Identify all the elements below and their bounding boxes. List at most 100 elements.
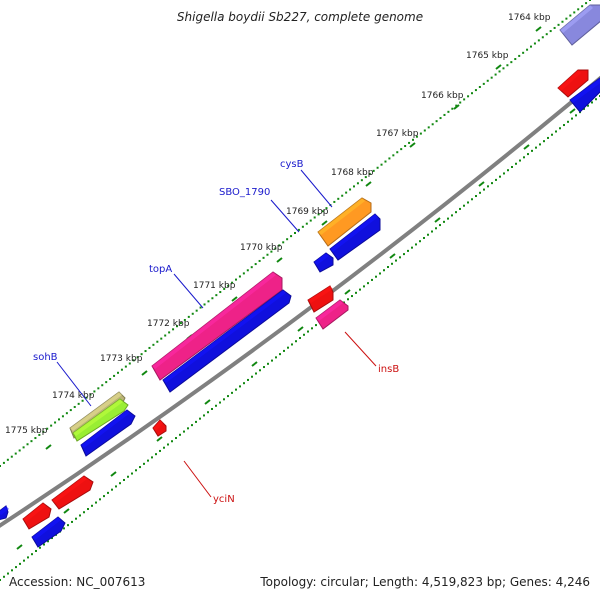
reverse-dot-track [539, 143, 541, 146]
kbp-major-tick [231, 296, 238, 302]
forward-dot-track [581, 5, 584, 8]
reverse-dot-track [19, 562, 21, 565]
forward-dot-track [215, 294, 218, 297]
reverse-dot-track [211, 407, 213, 410]
reverse-dot-track [439, 224, 441, 227]
forward-dot-track [455, 104, 458, 107]
forward-dot-track [447, 110, 450, 113]
forward-dot-track [270, 250, 273, 253]
gene-label-leader [183, 460, 212, 498]
forward-dot-track [333, 200, 336, 203]
forward-dot-track [467, 95, 470, 98]
reverse-dot-track [351, 295, 353, 298]
gene-label-leader [173, 273, 204, 309]
reverse-dot-track [555, 130, 557, 133]
reverse-dot-track [139, 466, 141, 469]
forward-dot-track [360, 179, 363, 182]
gene-label-yciN: yciN [213, 494, 235, 505]
forward-dot-track [26, 443, 29, 446]
reverse-dot-track [167, 443, 169, 446]
reverse-dot-track [467, 201, 469, 204]
forward-dot-track [207, 300, 210, 303]
forward-dot-track [160, 337, 163, 340]
forward-dot-track [250, 266, 253, 269]
kbp-tick-label: 1767 kbp [376, 129, 419, 139]
forward-dot-track [2, 461, 5, 464]
reverse-dot-track [399, 256, 401, 259]
reverse-dot-track [267, 362, 269, 365]
gene-label-cysB: cysB [280, 159, 304, 170]
kbp-major-tick [409, 142, 416, 148]
forward-dot-track [305, 222, 308, 225]
forward-dot-track [415, 135, 418, 138]
reverse-dot-track [479, 191, 481, 194]
reverse-dot-track [491, 182, 493, 185]
reverse-dot-track [423, 236, 425, 239]
reverse-dot-track [27, 556, 29, 559]
gene-label-insB: insB [378, 364, 399, 375]
reverse-dot-track [531, 149, 533, 152]
forward-dot-track [471, 92, 473, 95]
reverse-dot-track [379, 272, 381, 275]
reverse-dot-track [111, 488, 113, 491]
forward-dot-track [227, 284, 230, 287]
forward-dot-track [297, 228, 300, 231]
forward-dot-track [321, 210, 324, 213]
gene-label-topA: topA [149, 264, 172, 275]
forward-dot-track [356, 182, 359, 185]
forward-dot-track [93, 390, 96, 393]
reverse-dot-track [127, 475, 129, 478]
forward-dot-track [478, 85, 481, 88]
kbp-tick-label: 1773 kbp [100, 354, 143, 364]
reverse-dot-track [311, 327, 313, 330]
reverse-dot-track [295, 340, 297, 343]
reverse-dot-track [347, 298, 349, 301]
forward-dot-track [419, 132, 422, 135]
forward-dot-track [589, 0, 591, 1]
forward-dot-track [380, 163, 383, 166]
forward-dot-track [518, 54, 521, 57]
forward-dot-track [490, 76, 493, 79]
forward-dot-track [140, 353, 143, 356]
kbp-major-tick [453, 104, 460, 110]
reverse-dot-track [103, 495, 105, 498]
kbp-tick-label: 1766 kbp [421, 91, 464, 101]
reverse-dot-track [251, 375, 253, 378]
gene-arrow-highlight [560, 5, 593, 33]
forward-dot-track [486, 79, 489, 82]
kbp-major-tick [276, 257, 283, 263]
forward-dot-track [569, 14, 572, 17]
kbp-major-tick [365, 181, 372, 187]
kbp-tick-label: 1770 kbp [240, 243, 283, 253]
reverse-dot-track [307, 330, 309, 333]
forward-dot-track [109, 378, 112, 381]
forward-dot-track [254, 263, 257, 266]
reverse-dot-track [383, 269, 385, 272]
forward-dot-track [372, 169, 375, 172]
reverse-dot-track [7, 572, 9, 575]
reverse-dot-track [35, 549, 37, 552]
reverse-dot-track [71, 520, 73, 523]
reverse-dot-track [219, 401, 221, 404]
forward-dot-track [176, 325, 178, 328]
forward-dot-track [573, 11, 576, 14]
forward-dot-track [537, 39, 540, 42]
reverse-dot-track [487, 185, 489, 188]
reverse-dot-track [171, 440, 173, 443]
forward-dot-track [132, 359, 135, 362]
forward-dot-track [412, 138, 414, 141]
reverse-dot-track [591, 101, 593, 104]
forward-dot-track [585, 2, 588, 5]
forward-dot-track [313, 216, 316, 219]
forward-dot-track [301, 225, 304, 228]
reverse-dot-track [51, 537, 53, 540]
reverse-dot-track [275, 356, 277, 359]
reverse-dot-track [199, 417, 201, 420]
forward-dot-track [258, 259, 261, 262]
gene-arrow-f-sohB-green [72, 398, 129, 442]
kbp-tick-label: 1772 kbp [147, 319, 190, 329]
forward-dot-track [427, 126, 430, 129]
forward-dot-track [89, 393, 92, 396]
forward-dot-track [6, 458, 9, 461]
